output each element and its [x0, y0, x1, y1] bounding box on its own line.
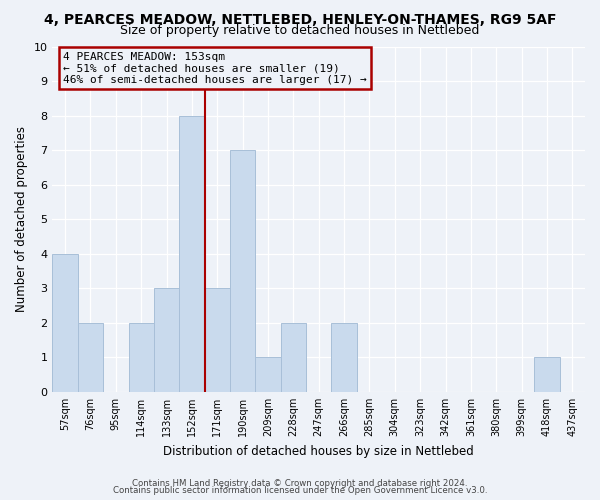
- Bar: [78, 323, 103, 392]
- Text: Size of property relative to detached houses in Nettlebed: Size of property relative to detached ho…: [121, 24, 479, 37]
- Bar: [331, 323, 357, 392]
- Text: 4 PEARCES MEADOW: 153sqm
← 51% of detached houses are smaller (19)
46% of semi-d: 4 PEARCES MEADOW: 153sqm ← 51% of detach…: [63, 52, 367, 85]
- Bar: [179, 116, 205, 392]
- Bar: [256, 358, 281, 392]
- Bar: [128, 323, 154, 392]
- X-axis label: Distribution of detached houses by size in Nettlebed: Distribution of detached houses by size …: [163, 444, 474, 458]
- Y-axis label: Number of detached properties: Number of detached properties: [15, 126, 28, 312]
- Bar: [52, 254, 78, 392]
- Text: Contains public sector information licensed under the Open Government Licence v3: Contains public sector information licen…: [113, 486, 487, 495]
- Text: 4, PEARCES MEADOW, NETTLEBED, HENLEY-ON-THAMES, RG9 5AF: 4, PEARCES MEADOW, NETTLEBED, HENLEY-ON-…: [44, 12, 556, 26]
- Text: Contains HM Land Registry data © Crown copyright and database right 2024.: Contains HM Land Registry data © Crown c…: [132, 478, 468, 488]
- Bar: [281, 323, 306, 392]
- Bar: [154, 288, 179, 392]
- Bar: [230, 150, 256, 392]
- Bar: [534, 358, 560, 392]
- Bar: [205, 288, 230, 392]
